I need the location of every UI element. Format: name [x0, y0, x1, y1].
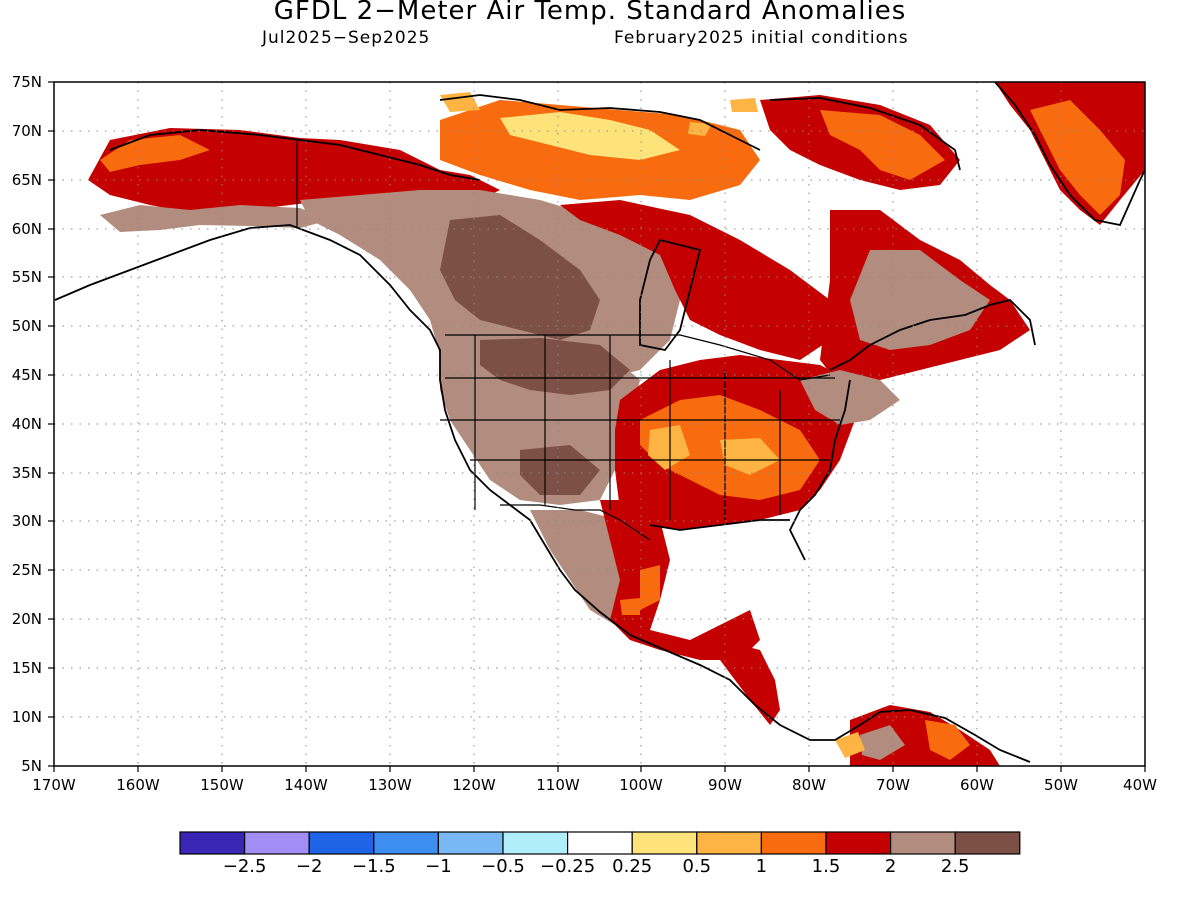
- legend-swatch: [566, 831, 633, 855]
- initial-conditions: February2025 initial conditions: [614, 28, 909, 48]
- color-legend: −2.5 −2 −1.5 −1 −0.5 −0.25 0.25 0.5 1 1.5 2 2.5: [179, 831, 1021, 877]
- legend-label: 0.5: [682, 856, 711, 877]
- lon-label: 70W: [876, 776, 910, 794]
- region-us-west-dark-brown: [480, 338, 630, 495]
- legend-label: −0.5: [481, 856, 525, 877]
- lon-label: 90W: [708, 776, 742, 794]
- lat-label: 20N: [12, 610, 42, 628]
- legend-swatch: [889, 831, 956, 855]
- lat-label: 40N: [12, 415, 42, 433]
- lat-label: 5N: [21, 757, 42, 775]
- lat-label: 10N: [12, 708, 42, 726]
- legend-label: 0.25: [612, 856, 652, 877]
- legend-swatch: [244, 831, 310, 855]
- region-baffin-orange: [820, 110, 945, 180]
- legend-swatch: [179, 831, 246, 855]
- region-quebec-brown: [850, 250, 990, 350]
- region-mexico-red: [600, 500, 760, 660]
- legend-label: −2.5: [223, 856, 267, 877]
- legend-label: 2.5: [941, 856, 970, 877]
- region-central-america-red: [720, 640, 780, 725]
- lon-label: 40W: [1123, 776, 1157, 794]
- legend-swatch: [502, 831, 569, 855]
- region-northeast-brown: [800, 370, 900, 425]
- lat-label: 65N: [12, 171, 42, 189]
- map-plot-area: [54, 82, 1145, 766]
- region-arctic-yellow: [500, 112, 680, 160]
- legend-label: −0.25: [540, 856, 595, 877]
- legend-swatch: [954, 831, 1021, 855]
- lat-label: 70N: [12, 122, 42, 140]
- lat-label: 15N: [12, 659, 42, 677]
- legend-label: 1.5: [812, 856, 841, 877]
- lon-label: 60W: [960, 776, 994, 794]
- legend-label: 1: [756, 856, 767, 877]
- legend-swatch: [308, 831, 375, 855]
- lon-label: 170W: [32, 776, 76, 794]
- lon-label: 130W: [368, 776, 412, 794]
- coastlines: [54, 82, 1145, 763]
- legend-swatch: [696, 831, 762, 855]
- political-boundaries: [296, 140, 840, 541]
- legend-swatch: [760, 831, 827, 855]
- region-sa-yellow: [835, 732, 865, 758]
- map-title: GFDL 2−Meter Air Temp. Standard Anomalie…: [273, 0, 907, 26]
- region-alaska-brown: [100, 205, 330, 232]
- legend-label: 2: [885, 856, 896, 877]
- lon-label: 160W: [116, 776, 160, 794]
- region-greenland-orange: [1030, 100, 1125, 215]
- region-hudson-red-band: [560, 200, 830, 360]
- lat-label: 45N: [12, 366, 42, 384]
- lon-label: 50W: [1044, 776, 1078, 794]
- region-us-light-orange: [648, 425, 780, 475]
- legend-label: −1.5: [352, 856, 396, 877]
- lat-label: 30N: [12, 512, 42, 530]
- lat-label: 60N: [12, 220, 42, 238]
- legend-swatch: [373, 831, 439, 855]
- region-mexico-orange: [620, 565, 660, 615]
- lon-label: 100W: [619, 776, 663, 794]
- forecast-period: Jul2025−Sep2025: [262, 28, 431, 48]
- axis-ticks: [48, 81, 1146, 772]
- lat-label: 55N: [12, 268, 42, 286]
- lon-label: 120W: [452, 776, 496, 794]
- region-sa-orange: [925, 720, 970, 760]
- lon-label: 150W: [200, 776, 244, 794]
- region-canada-dark-brown: [440, 215, 600, 340]
- region-sa-brown: [860, 725, 905, 760]
- legend-label: −1: [425, 856, 452, 877]
- lat-label: 75N: [12, 73, 42, 91]
- lon-label: 110W: [536, 776, 580, 794]
- lon-label: 80W: [792, 776, 826, 794]
- legend-swatch: [437, 831, 504, 855]
- graticule: [54, 82, 1145, 766]
- lat-label: 50N: [12, 317, 42, 335]
- latitude-labels: 75N 70N 65N 60N 55N 50N 45N 40N 35N 30N …: [12, 73, 42, 775]
- lat-label: 25N: [12, 561, 42, 579]
- legend-label: −2: [296, 856, 323, 877]
- longitude-labels: 170W 160W 150W 140W 130W 120W 110W 100W …: [32, 776, 1157, 794]
- legend-swatch: [631, 831, 698, 855]
- lat-label: 35N: [12, 464, 42, 482]
- lon-label: 140W: [284, 776, 328, 794]
- legend-swatch: [825, 831, 892, 855]
